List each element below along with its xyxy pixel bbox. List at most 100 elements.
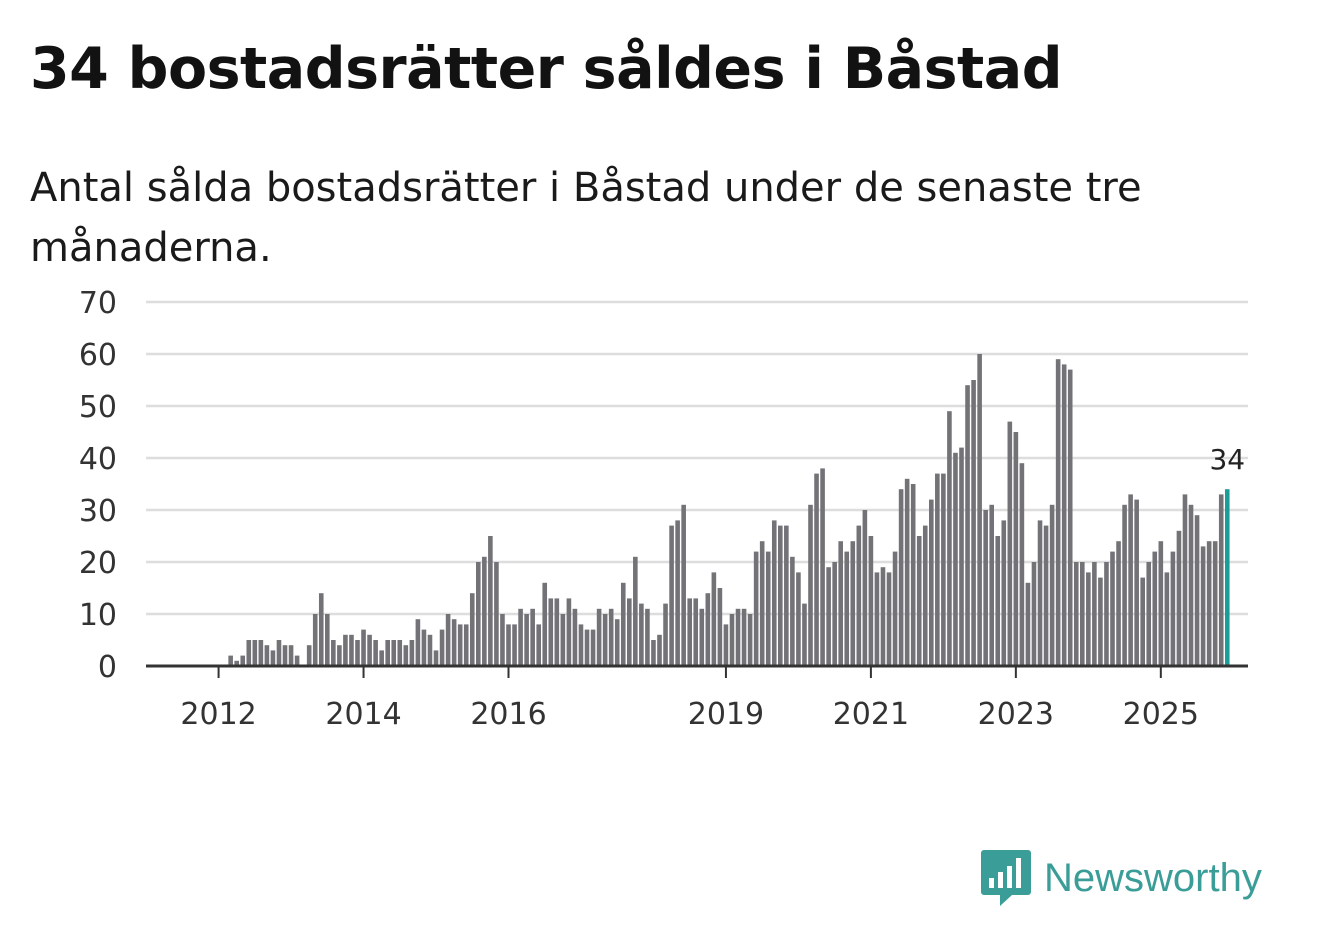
bar [602,614,608,666]
bar [1176,530,1182,666]
bar [953,452,958,666]
bar [965,385,970,666]
bar [482,556,487,666]
bar [1049,504,1055,666]
bar [868,536,874,666]
bar [542,582,548,666]
bar [421,629,427,666]
bar [270,650,276,666]
newsworthy-logo[interactable]: Newsworthy [980,848,1262,908]
bar [391,640,397,666]
latest-value-label: 34 [1209,443,1245,476]
bar [530,608,535,666]
bar [850,541,856,666]
bar-latest [1224,489,1230,666]
brand-name: Newsworthy [1044,855,1262,900]
bar [729,614,735,666]
bar [512,624,517,666]
bar [234,660,239,666]
bar [886,572,892,666]
bar [639,603,644,666]
bar [753,551,759,666]
bar [1055,359,1061,666]
bar [500,614,505,666]
bar [258,640,264,666]
bar [373,640,378,666]
bar [1104,562,1109,666]
y-tick-label: 50 [79,390,117,425]
bar [1007,421,1013,666]
bar [1061,364,1067,666]
bar [784,525,789,666]
bar [1116,541,1121,666]
bar [312,614,318,666]
bar [294,655,300,666]
bar [1164,572,1170,666]
bar [494,562,499,666]
bar [415,619,421,666]
bar [947,411,952,666]
chart-title: 34 bostadsrätter såldes i Båstad [30,36,1063,102]
bar [331,640,336,666]
y-tick-label: 40 [79,442,117,477]
bar [1098,577,1103,666]
x-tick-label: 2016 [470,697,546,732]
bar [663,603,668,666]
bar [451,619,457,666]
bar [862,510,868,666]
bar [518,608,523,666]
y-tick-label: 10 [79,598,117,633]
bar [675,520,680,666]
bar [252,640,258,666]
bar [1158,541,1164,666]
bar [1134,499,1139,666]
bar [548,598,554,666]
bar [1067,369,1073,666]
data-labels: 34 [1209,443,1245,476]
bar [898,489,904,666]
bar [1194,515,1200,666]
bar [1019,463,1025,666]
bar [735,608,741,666]
bar [463,624,469,666]
bar [1037,520,1043,666]
bar [910,484,916,666]
bar [989,504,994,666]
bar [820,468,825,666]
bar [832,562,837,666]
bar [651,640,656,666]
y-tick-label: 20 [79,546,117,581]
bar [397,640,403,666]
bar [578,624,584,666]
bar [1170,551,1176,666]
bar [844,551,850,666]
bar [633,556,638,666]
bar [318,593,324,666]
bar [687,598,692,666]
bar [1152,551,1158,666]
bar [457,624,463,666]
bar [838,541,843,666]
x-tick-label: 2023 [978,697,1054,732]
bar [916,536,922,666]
bar [904,478,910,666]
bar [802,603,807,666]
bar [977,354,982,666]
bar [627,598,632,666]
bar [778,525,783,666]
bar [1001,520,1007,666]
bar [433,650,439,666]
bar [880,567,886,666]
bar [1140,577,1145,666]
bar [1080,562,1085,666]
bar [971,380,976,666]
bar [922,525,928,666]
bar [596,608,602,666]
bar [306,645,312,666]
bar [584,629,590,666]
y-tick-label: 70 [79,286,117,321]
bar [765,551,771,666]
bars [228,354,1230,666]
bar [1182,494,1188,666]
bar [343,634,348,666]
